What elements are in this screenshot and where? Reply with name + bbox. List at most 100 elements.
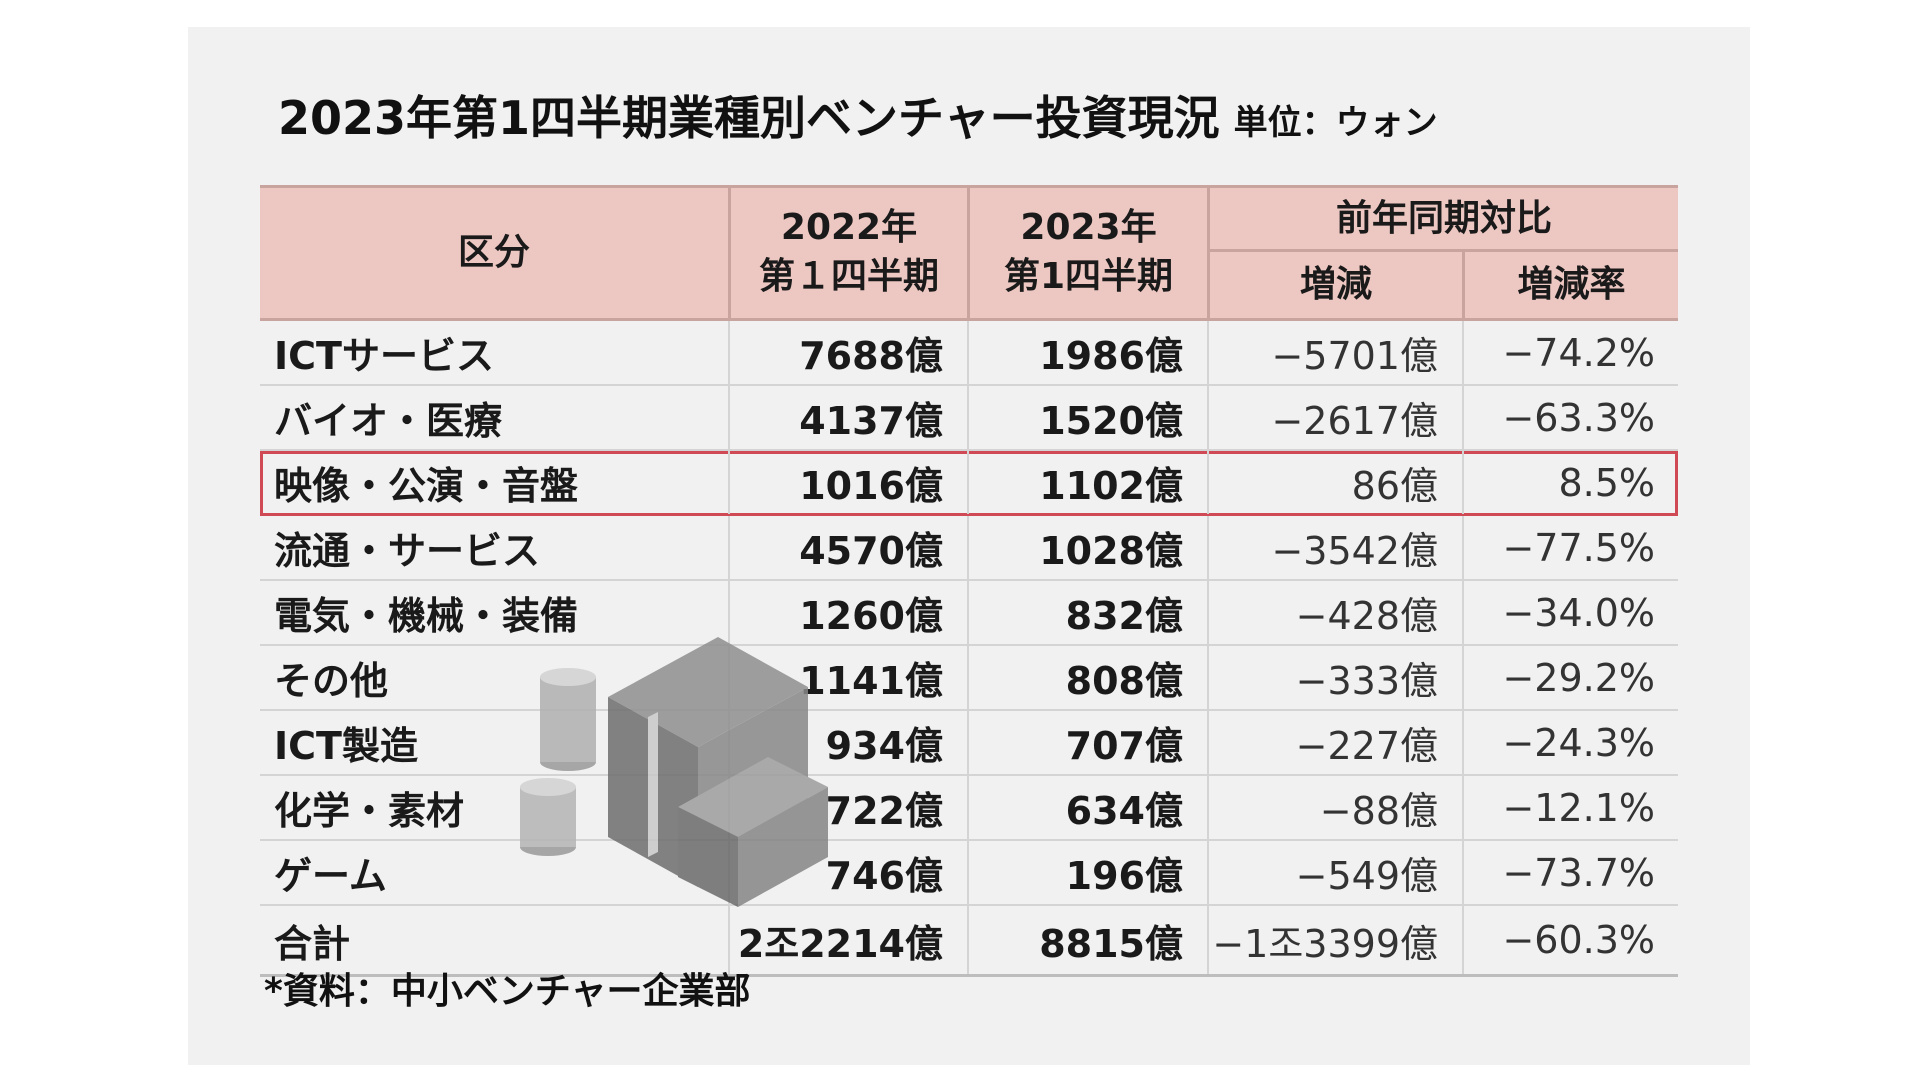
cell-label: ICT製造 [274,724,418,768]
unit-label: 単位：ウォン [1233,103,1438,143]
cell-rate: 8.5% [1558,460,1655,505]
cell-v2023: 1028億 [1039,529,1183,573]
row-vline [967,906,969,974]
cell-v2023: 1102億 [1039,464,1183,508]
cell-v2022: 722億 [825,789,943,833]
row-vline [1207,321,1209,384]
table-body: ICTサービス 7688億 1986億 −5701億 −74.2% バイオ・医療 4137億… [260,321,1678,977]
cell-rate: −29.2% [1502,655,1655,700]
row-vline [1462,451,1464,514]
cell-label: ICTサービス [274,334,494,378]
cell-v2023: 707億 [1065,724,1183,768]
chart-card: 2023年第1四半期業種別ベンチャー投資現況 単位：ウォン 区分 2022年 第１… [188,27,1750,1065]
cell-v2022: 2조2214億 [737,921,943,966]
row-vline [1207,906,1209,974]
cell-rate: −34.0% [1502,590,1655,635]
row-vline [728,386,730,449]
cell-v2022: 1016億 [799,464,943,508]
table-row: ゲーム 746億 196億 −549億 −73.7% [260,841,1678,906]
cell-rate: −77.5% [1502,525,1655,570]
row-vline [1462,646,1464,709]
cell-change: −3542億 [1271,529,1438,573]
cell-rate: −63.3% [1502,395,1655,440]
cell-change: 86億 [1351,464,1438,508]
cell-v2022: 4137億 [799,399,943,443]
cell-v2022: 746億 [825,854,943,898]
data-table: 区分 2022年 第１四半期 2023年 第1四半期 前年同期対比 増減 増減率… [260,185,1678,977]
header-vline [967,188,970,318]
cell-v2022: 934億 [825,724,943,768]
cell-rate: −24.3% [1502,720,1655,765]
header-vline [1462,252,1465,318]
header-vline [1207,188,1210,318]
row-vline [967,451,969,514]
chart-title: 2023年第1四半期業種別ベンチャー投資現況 単位：ウォン [278,91,1438,145]
row-vline [1462,581,1464,644]
cell-v2022: 7688億 [799,334,943,378]
header-2022: 2022年 第１四半期 [758,207,939,297]
cell-label: 流通・サービス [274,529,541,573]
header-divider [1210,249,1678,252]
cell-v2023: 832億 [1065,594,1183,638]
row-vline [1462,321,1464,384]
table-header: 区分 2022年 第１四半期 2023年 第1四半期 前年同期対比 増減 増減率 [260,185,1678,321]
cell-label: 映像・公演・音盤 [274,464,579,508]
table-row: ICT製造 934億 707億 −227億 −24.3% [260,711,1678,776]
row-vline [728,321,730,384]
table-row: その他 1141億 808億 −333億 −29.2% [260,646,1678,711]
header-vline [728,188,731,318]
header-category: 区分 [457,231,530,273]
row-vline [1462,776,1464,839]
row-vline [728,581,730,644]
row-vline [1207,776,1209,839]
cell-v2023: 808億 [1065,659,1183,703]
row-vline [967,321,969,384]
cell-change: −5701億 [1271,334,1438,378]
row-vline [1207,451,1209,514]
money-stack-icon [520,637,828,907]
table-row: 映像・公演・音盤 1016億 1102億 86億 8.5% [260,451,1678,516]
table-row: 化学・素材 722億 634億 −88億 −12.1% [260,776,1678,841]
cell-label: その他 [274,659,389,703]
row-vline [1207,841,1209,904]
row-vline [967,841,969,904]
header-yoy: 前年同期対比 [1335,197,1552,239]
cell-change: −549億 [1295,854,1438,898]
row-vline [967,711,969,774]
row-vline [1462,711,1464,774]
cell-v2022: 4570億 [799,529,943,573]
row-vline [1462,906,1464,974]
cell-change: −88億 [1319,789,1438,833]
cell-rate: −60.3% [1502,918,1655,962]
cell-change: −2617億 [1271,399,1438,443]
row-vline [967,581,969,644]
row-vline [728,451,730,514]
row-vline [967,776,969,839]
table-row-total: 合計 2조2214億 8815億 −1조3399億 −60.3% [260,906,1678,977]
cell-v2023: 634億 [1065,789,1183,833]
cell-label: 化学・素材 [274,789,465,833]
header-2023: 2023年 第1四半期 [1003,207,1174,297]
row-vline [1462,386,1464,449]
row-vline [1462,841,1464,904]
row-vline [1207,646,1209,709]
cell-v2022: 1260億 [799,594,943,638]
header-change: 増減 [1299,263,1372,305]
row-vline [967,516,969,579]
cell-change: −227億 [1295,724,1438,768]
cell-v2023: 1520億 [1039,399,1183,443]
cell-v2022: 1141億 [799,659,943,703]
row-vline [967,386,969,449]
cell-label: バイオ・医療 [274,399,503,443]
row-vline [967,646,969,709]
cell-rate: −12.1% [1502,785,1655,830]
row-vline [1207,581,1209,644]
header-rate: 増減率 [1517,263,1626,305]
row-vline [1207,711,1209,774]
row-vline [728,516,730,579]
cell-label: 電気・機械・装備 [274,594,579,638]
row-vline [728,906,730,974]
table-row: ICTサービス 7688億 1986億 −5701億 −74.2% [260,321,1678,386]
cell-change: −1조3399億 [1212,921,1438,966]
cell-rate: −73.7% [1502,850,1655,895]
